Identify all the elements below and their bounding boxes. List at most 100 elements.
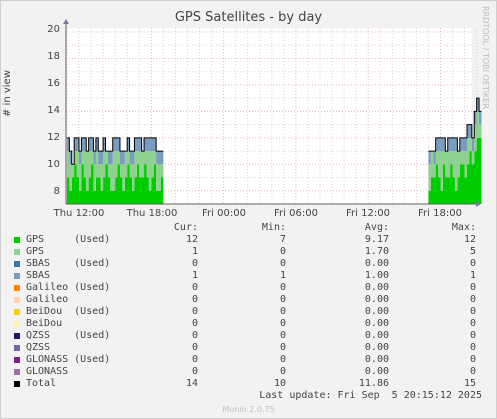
legend-swatch bbox=[14, 381, 20, 387]
y-tick-label: 14 bbox=[47, 105, 60, 116]
legend-row: GLONASS (Used) 0 0 0.00 0 bbox=[14, 354, 480, 366]
legend-value-cur: 0 bbox=[191, 330, 198, 341]
legend-series-name: SBAS bbox=[26, 270, 51, 281]
legend-row: SBAS (Used) 0 0 0.00 0 bbox=[14, 258, 480, 270]
legend-series-name: BeiDou bbox=[26, 318, 63, 329]
legend-value-max: 12 bbox=[463, 234, 476, 245]
x-tick-label: Thu 18:00 bbox=[126, 208, 178, 219]
legend-value-cur: 0 bbox=[191, 318, 198, 329]
legend-swatch bbox=[14, 357, 20, 363]
legend-row: Total 14 10 11.86 15 bbox=[14, 378, 480, 390]
legend-swatch bbox=[14, 285, 20, 291]
legend-value-cur: 1 bbox=[191, 270, 198, 281]
legend-value-cur: 0 bbox=[191, 342, 198, 353]
legend-series-name: GLONASS (Used) bbox=[26, 354, 111, 365]
legend-value-cur: 1 bbox=[191, 246, 198, 257]
legend-swatch bbox=[14, 237, 20, 243]
total-line bbox=[66, 137, 164, 165]
legend-series-name: QZSS bbox=[26, 342, 51, 353]
legend-value-max: 0 bbox=[469, 354, 476, 365]
grid-lines bbox=[66, 28, 478, 204]
legend-swatch bbox=[14, 309, 20, 315]
y-tick-label: 20 bbox=[47, 24, 60, 35]
legend-value-avg: 0.00 bbox=[364, 258, 389, 269]
legend-table: Cur: Min: Avg: Max: GPS (Used) 12 7 9.17 12 G… bbox=[14, 222, 480, 390]
legend-value-avg: 0.00 bbox=[364, 294, 389, 305]
legend-swatch bbox=[14, 333, 20, 339]
x-tick-label: Thu 12:00 bbox=[53, 208, 105, 219]
legend-header-row: Cur: Min: Avg: Max: bbox=[14, 222, 480, 234]
legend-value-min: 0 bbox=[279, 366, 286, 377]
legend-value-min: 7 bbox=[279, 234, 286, 245]
legend-swatch bbox=[14, 345, 20, 351]
legend-value-min: 0 bbox=[279, 342, 286, 353]
legend-value-min: 10 bbox=[273, 378, 286, 389]
legend-row: Galileo 0 0 0.00 0 bbox=[14, 294, 480, 306]
legend-value-min: 0 bbox=[279, 306, 286, 317]
legend-value-cur: 0 bbox=[191, 258, 198, 269]
x-tick-label: Fri 12:00 bbox=[346, 208, 390, 219]
legend-row: BeiDou (Used) 0 0 0.00 0 bbox=[14, 306, 480, 318]
legend-value-min: 0 bbox=[279, 330, 286, 341]
legend-value-max: 0 bbox=[469, 306, 476, 317]
x-axis-arrow-icon bbox=[476, 201, 481, 207]
legend-value-min: 1 bbox=[279, 270, 286, 281]
legend-value-min: 0 bbox=[279, 258, 286, 269]
legend-swatch bbox=[14, 261, 20, 267]
legend-series-name: GPS bbox=[26, 246, 45, 257]
legend-value-max: 1 bbox=[469, 270, 476, 281]
legend-header-min: Min: bbox=[261, 222, 286, 233]
legend-value-avg: 0.00 bbox=[364, 342, 389, 353]
legend-value-cur: 14 bbox=[185, 378, 198, 389]
legend-value-avg: 0.00 bbox=[364, 282, 389, 293]
legend-value-max: 0 bbox=[469, 258, 476, 269]
y-tick-label: 16 bbox=[47, 78, 60, 89]
area-gps bbox=[66, 151, 164, 191]
y-axis-arrow-icon bbox=[63, 19, 69, 24]
legend-series-name: Galileo (Used) bbox=[26, 282, 111, 293]
legend-value-avg: 0.00 bbox=[364, 318, 389, 329]
data-areas bbox=[66, 97, 482, 204]
x-tick-label: Fri 18:00 bbox=[418, 208, 462, 219]
y-tick-label: 8 bbox=[54, 186, 60, 197]
legend-header-avg: Avg: bbox=[364, 222, 389, 233]
legend-value-cur: 0 bbox=[191, 354, 198, 365]
legend-swatch bbox=[14, 321, 20, 327]
legend-row: GPS 1 0 1.70 5 bbox=[14, 246, 480, 258]
area-gps-used- bbox=[428, 137, 482, 204]
legend-value-min: 0 bbox=[279, 354, 286, 365]
y-tick-label: 12 bbox=[47, 132, 60, 143]
legend-value-min: 0 bbox=[279, 294, 286, 305]
legend-value-cur: 0 bbox=[191, 294, 198, 305]
legend-value-max: 15 bbox=[463, 378, 476, 389]
legend-header-cur: Cur: bbox=[173, 222, 198, 233]
legend-swatch bbox=[14, 273, 20, 279]
legend-value-cur: 0 bbox=[191, 282, 198, 293]
last-update-text: Last update: Fri Sep 5 20:15:12 2025 bbox=[259, 390, 482, 401]
legend-value-avg: 0.00 bbox=[364, 306, 389, 317]
munin-version: Munin 2.0.75 bbox=[222, 405, 275, 414]
legend-value-cur: 0 bbox=[191, 306, 198, 317]
legend-row: Galileo (Used) 0 0 0.00 0 bbox=[14, 282, 480, 294]
legend-swatch bbox=[14, 249, 20, 255]
legend-value-avg: 0.00 bbox=[364, 366, 389, 377]
legend-value-max: 0 bbox=[469, 330, 476, 341]
legend-value-avg: 1.70 bbox=[364, 246, 389, 257]
legend-series-name: GPS (Used) bbox=[26, 234, 111, 245]
x-tick-label: Fri 00:00 bbox=[202, 208, 246, 219]
legend-value-avg: 11.86 bbox=[358, 378, 389, 389]
legend-series-name: GLONASS bbox=[26, 366, 69, 377]
legend-series-name: BeiDou (Used) bbox=[26, 306, 111, 317]
legend-series-name: Total bbox=[26, 378, 57, 389]
legend-value-min: 0 bbox=[279, 246, 286, 257]
legend-swatch bbox=[14, 369, 20, 375]
area-sbas bbox=[428, 98, 482, 165]
legend-row: QZSS 0 0 0.00 0 bbox=[14, 342, 480, 354]
legend-row: GLONASS 0 0 0.00 0 bbox=[14, 366, 480, 378]
legend-value-avg: 0.00 bbox=[364, 330, 389, 341]
legend-row: GPS (Used) 12 7 9.17 12 bbox=[14, 234, 480, 246]
legend-value-avg: 0.00 bbox=[364, 354, 389, 365]
legend-value-max: 0 bbox=[469, 366, 476, 377]
legend-row: SBAS 1 1 1.00 1 bbox=[14, 270, 480, 282]
x-tick-label: Fri 06:00 bbox=[274, 208, 318, 219]
